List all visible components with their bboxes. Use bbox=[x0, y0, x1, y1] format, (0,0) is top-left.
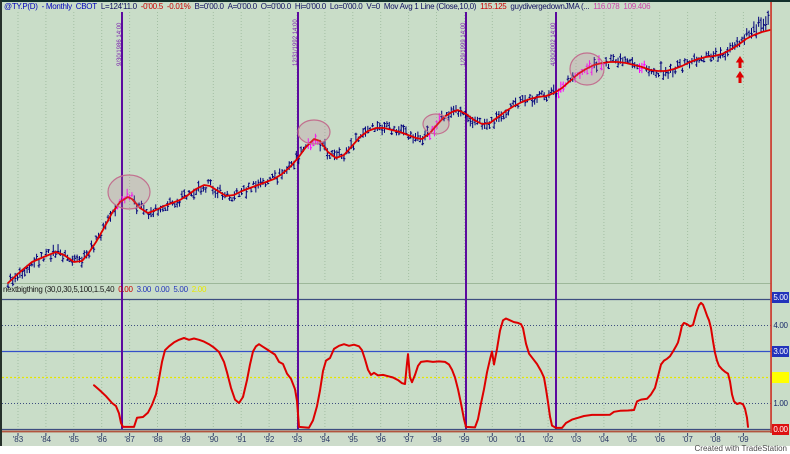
x-axis-label: '90 bbox=[208, 435, 219, 444]
x-axis-label: '94 bbox=[319, 435, 331, 444]
header-token: 115.125 bbox=[480, 2, 507, 11]
x-axis-label: '00 bbox=[487, 435, 498, 444]
indicator-header-token: 3.00 bbox=[136, 285, 152, 294]
header-token: -0.01% bbox=[166, 2, 191, 11]
up-arrow-icon bbox=[735, 71, 745, 83]
x-axis-label: '93 bbox=[291, 435, 303, 444]
oscillator-level-lines bbox=[2, 298, 771, 431]
x-axis-label: '02 bbox=[542, 435, 554, 444]
scale-value-box: 5.00 bbox=[772, 292, 789, 303]
x-axis-label: '91 bbox=[235, 435, 247, 444]
price-bars bbox=[6, 10, 770, 288]
x-axis-label: '99 bbox=[459, 435, 470, 444]
moving-average-line bbox=[7, 29, 771, 284]
up-arrow-icon bbox=[735, 56, 745, 68]
ellipse-annotations[interactable] bbox=[107, 52, 605, 210]
header-token: Lo=0'00.0 bbox=[329, 2, 363, 11]
x-axis-label: '83 bbox=[12, 435, 24, 444]
x-axis-label: '03 bbox=[570, 435, 582, 444]
x-axis-label: '96 bbox=[375, 435, 386, 444]
vline-date-label: 1/29/1999 14:00 bbox=[461, 22, 467, 66]
x-axis-label: '92 bbox=[263, 435, 275, 444]
x-axis-label: '87 bbox=[124, 435, 135, 444]
indicator-header-token: 0.00 bbox=[118, 285, 133, 294]
header-token: A=0'00.0 bbox=[227, 2, 257, 11]
indicator-header-token: nextbigthing (30,0,30,5,100,1.5,40 bbox=[3, 285, 115, 294]
x-axis-label: '89 bbox=[180, 435, 191, 444]
header-token: 116.078 bbox=[593, 2, 620, 11]
header-token: Mov Avg 1 Line (Close,10,0) bbox=[383, 2, 477, 11]
price-header: @TY.P(D) - Monthly CBOT L=124'11.0 -0'00.5 -0… bbox=[4, 2, 654, 12]
header-token: - Monthly bbox=[41, 2, 73, 11]
x-axis-label: '05 bbox=[626, 435, 638, 444]
x-axis-label: '86 bbox=[96, 435, 107, 444]
pink-ellipse-annotation bbox=[297, 119, 331, 145]
indicator-header: nextbigthing (30,0,30,5,100,1.5,40 0.00 3.… bbox=[3, 285, 210, 296]
pink-ellipse-annotation bbox=[107, 174, 151, 210]
x-axis-label: '85 bbox=[68, 435, 80, 444]
scale-value-box bbox=[772, 372, 789, 383]
vline-date-label: 4/30/2002 14:00 bbox=[551, 22, 557, 66]
indicator-header-token: 2.00 bbox=[191, 285, 207, 294]
x-axis-label: '07 bbox=[682, 435, 693, 444]
scale-value-box: 0.00 bbox=[772, 424, 789, 435]
x-axis-label: '08 bbox=[710, 435, 721, 444]
x-axis-label: '06 bbox=[654, 435, 665, 444]
x-axis-label: '88 bbox=[152, 435, 163, 444]
header-token: B=0'00.0 bbox=[194, 2, 224, 11]
scale-value-box: 3.00 bbox=[772, 346, 789, 357]
x-axis-label: '98 bbox=[431, 435, 442, 444]
pink-ellipse-annotation bbox=[569, 52, 605, 86]
vertical-line-annotations[interactable]: 9/30/1986 14:00 12/31/1992 14:00 1/29/1999… bbox=[117, 12, 557, 429]
header-token: @TY.P(D) bbox=[4, 2, 38, 11]
indicator-header-token: 0.00 bbox=[154, 285, 170, 294]
oscillator-line bbox=[93, 301, 749, 429]
up-arrow-annotations[interactable] bbox=[735, 56, 745, 83]
header-token: CBOT bbox=[75, 2, 97, 11]
panel-borders bbox=[2, 2, 772, 433]
year-gridlines bbox=[17, 12, 744, 436]
scale-value-label: 4.00 bbox=[773, 321, 788, 330]
pink-ellipse-annotation bbox=[422, 113, 450, 135]
header-token: L=124'11.0 bbox=[100, 2, 137, 11]
header-token: Hi=0'00.0 bbox=[294, 2, 326, 11]
x-axis-label: '09 bbox=[738, 435, 749, 444]
indicator-header-token: 5.00 bbox=[173, 285, 188, 294]
credit-text: Created with TradeStation bbox=[694, 444, 788, 453]
scale-value-label: 1.00 bbox=[773, 399, 788, 408]
header-token: 109.406 bbox=[623, 2, 651, 11]
x-axis-label: '95 bbox=[347, 435, 359, 444]
vline-date-label: 9/30/1986 14:00 bbox=[117, 22, 123, 66]
vline-date-label: 12/31/1992 14:00 bbox=[293, 19, 299, 66]
header-token: V=0 bbox=[366, 2, 380, 11]
header-token: -0'00.5 bbox=[140, 2, 163, 11]
x-axis-label: '01 bbox=[514, 435, 526, 444]
x-axis-label: '84 bbox=[40, 435, 52, 444]
x-axis-label: '04 bbox=[598, 435, 610, 444]
header-token: O=0'00.0 bbox=[260, 2, 291, 11]
x-axis-label: '97 bbox=[403, 435, 414, 444]
header-token: guydivergedownJMA (... bbox=[510, 2, 590, 11]
